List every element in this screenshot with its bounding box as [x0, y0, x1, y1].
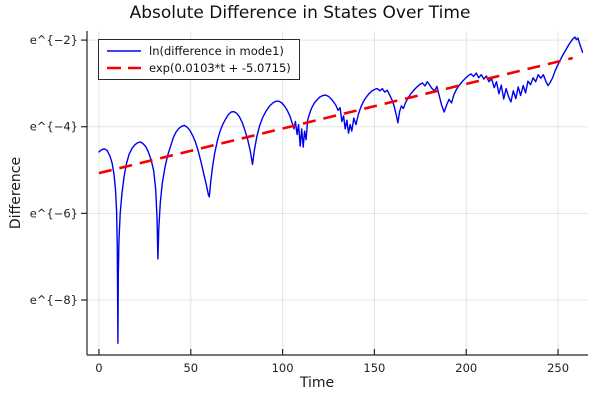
legend: ln(difference in mode1) exp(0.0103*t + -…	[98, 39, 300, 80]
y-axis-label: Difference	[8, 156, 24, 230]
chart-title: Absolute Difference in States Over Time	[129, 3, 471, 23]
y-tick-label: e^{−6}	[30, 206, 78, 220]
x-axis-label: Time	[299, 375, 335, 391]
x-tick-label: 150	[363, 361, 385, 375]
x-tick-label: 50	[183, 361, 198, 375]
trend-line-exp-fit	[98, 56, 574, 175]
y-tick-label: e^{−4}	[30, 120, 78, 134]
y-tick-label: e^{−2}	[30, 33, 78, 47]
x-tick-label: 200	[455, 361, 477, 375]
x-tick-label: 0	[95, 361, 102, 375]
legend-entry-exp-fit: exp(0.0103*t + -5.0715)	[105, 60, 291, 76]
legend-dashed-line-sample	[107, 66, 141, 70]
legend-solid-line-sample	[107, 50, 141, 52]
legend-label-exp-fit: exp(0.0103*t + -5.0715)	[149, 61, 291, 75]
y-tick-label: e^{−8}	[30, 293, 78, 307]
x-tick-label: 250	[547, 361, 569, 375]
x-tick-label: 100	[272, 361, 294, 375]
legend-entry-ln-difference: ln(difference in mode1)	[105, 43, 291, 59]
series-line-ln-difference	[98, 36, 584, 344]
legend-label-ln-difference: ln(difference in mode1)	[149, 44, 284, 58]
